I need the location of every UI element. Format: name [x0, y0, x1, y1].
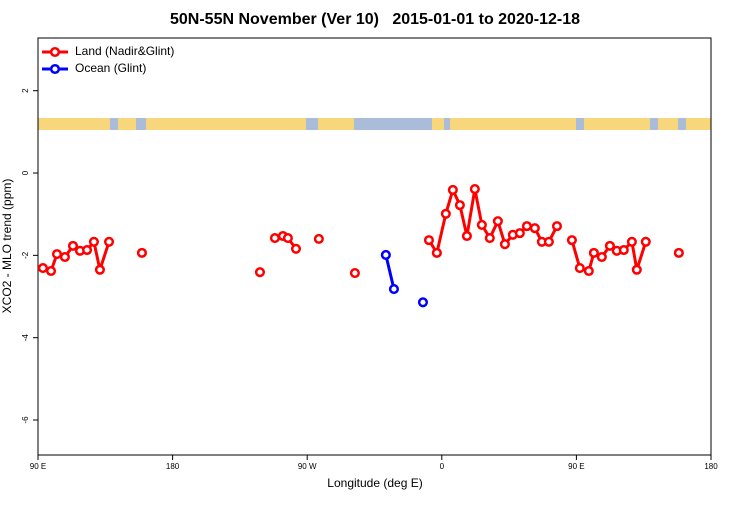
data-point: [417, 297, 429, 308]
data-point: [269, 233, 280, 244]
chart-title: 50N-55N November (Ver 10) 2015-01-01 to …: [170, 11, 580, 28]
data-point: [103, 236, 115, 247]
map-land: [450, 118, 576, 130]
map-land: [38, 118, 110, 130]
data-point: [529, 223, 540, 234]
data-point: [82, 244, 93, 256]
y-tick-label: -4: [21, 334, 30, 342]
data-point: [476, 219, 487, 230]
plot-frame: [37, 37, 712, 456]
map-strip: [38, 118, 711, 130]
y-tick-label: 0: [21, 170, 30, 175]
legend-marker: [49, 63, 61, 75]
data-point: [484, 233, 495, 244]
map-land: [686, 118, 711, 130]
data-point: [136, 247, 147, 258]
x-axis-label: Longitude (deg E): [327, 476, 422, 490]
data-point: [514, 228, 525, 239]
data-point: [499, 239, 510, 250]
data-point: [59, 251, 70, 263]
map-land: [318, 118, 354, 130]
data-point: [380, 249, 391, 260]
data-point: [51, 249, 63, 260]
data-point: [640, 236, 651, 247]
data-point: [543, 236, 554, 247]
x-tick-label: 180: [704, 462, 718, 471]
data-point: [94, 264, 105, 275]
data-point: [254, 267, 265, 278]
map-land: [146, 118, 306, 130]
data-point: [461, 230, 472, 242]
data-point: [583, 265, 594, 277]
map-land: [432, 118, 444, 130]
y-tick-label: -2: [21, 251, 30, 259]
map-land: [584, 118, 650, 130]
data-point: [388, 284, 399, 295]
data-point: [37, 263, 48, 274]
data-point: [551, 221, 563, 232]
x-tick-label: 90 E: [30, 462, 46, 471]
data-point: [492, 216, 503, 227]
data-point: [588, 247, 599, 258]
map-land: [118, 118, 136, 130]
data-point: [454, 200, 465, 211]
x-tick-label: 90 W: [298, 462, 317, 471]
data-point: [566, 235, 577, 246]
data-point: [440, 208, 451, 219]
y-tick-label: -6: [21, 416, 30, 424]
y-axis-label: XCO2 - MLO trend (ppm): [0, 179, 14, 314]
data-point: [431, 247, 442, 258]
legend-label: Land (Nadir&Glint): [75, 44, 174, 58]
data-point: [604, 240, 615, 251]
data-point: [631, 264, 642, 275]
data-point: [574, 263, 585, 274]
data-point: [447, 184, 458, 195]
legend-marker: [49, 46, 61, 58]
data-point: [596, 251, 607, 263]
data-point: [423, 235, 434, 246]
data-point: [521, 221, 532, 232]
data-point: [313, 233, 324, 244]
y-tick-label: 2: [21, 88, 30, 93]
data-point: [673, 247, 684, 258]
data-point: [290, 243, 302, 254]
data-point: [45, 265, 57, 277]
data-point: [349, 268, 360, 279]
data-point: [282, 233, 293, 244]
x-tick-label: 0: [440, 462, 445, 471]
map-land: [658, 118, 678, 130]
legend-label: Ocean (Glint): [75, 61, 146, 75]
data-point: [618, 244, 629, 256]
data-point: [469, 184, 480, 195]
data-point: [626, 236, 637, 247]
data-point: [67, 240, 79, 251]
series-line: [384, 254, 396, 290]
data-point: [88, 236, 99, 247]
x-tick-label: 180: [166, 462, 180, 471]
x-tick-label: 90 E: [568, 462, 584, 471]
